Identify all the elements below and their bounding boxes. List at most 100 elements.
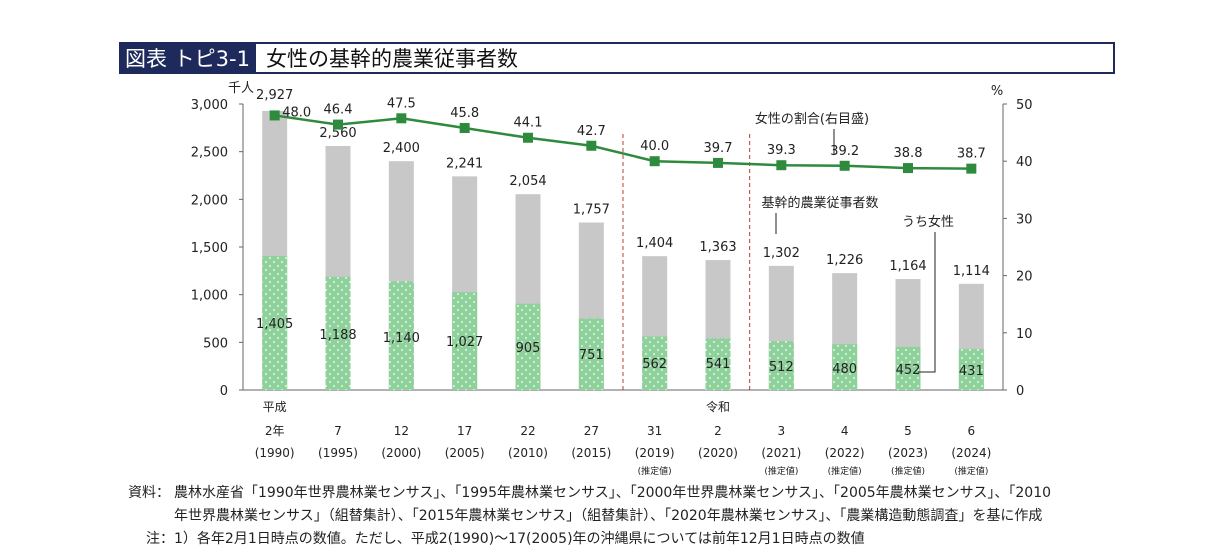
female-value-label: 905 [516,341,541,356]
total-value-label: 1,757 [573,202,610,217]
ratio-value-label: 39.7 [704,141,733,156]
ratio-marker [269,110,280,121]
ratio-marker [649,156,660,167]
source-key: 資料： [128,485,170,501]
ratio-value-label: 39.2 [830,144,859,159]
female-bar [325,276,351,390]
female-value-label: 751 [579,348,604,363]
left-tick-label: 1,500 [191,241,228,256]
source-line-1: 農林水産省「1990年世界農林業センサス」、「1995年農林業センサス」、「20… [174,485,1052,501]
female-bar [705,338,731,390]
x-western-year-label: (2019) [635,446,675,460]
total-value-label: 1,114 [953,264,990,279]
x-year-label: 22 [520,424,535,438]
ratio-value-label: 42.7 [577,124,606,139]
x-western-year-label: (2020) [698,446,738,460]
total-value-label: 2,400 [383,141,420,156]
figure-number: 図表 トピ3-1 [121,44,256,72]
ratio-marker [776,160,787,171]
x-western-year-label: (2015) [571,446,611,460]
ratio-marker [966,163,977,174]
female-bar [958,348,984,390]
total-value-label: 2,927 [256,88,293,103]
female-value-label: 541 [706,357,731,372]
total-series-label: 基幹的農業従事者数 [761,195,878,211]
ratio-marker [459,123,470,134]
x-estimate-note: (推定値) [638,465,672,477]
left-tick-label: 500 [203,336,228,351]
left-tick-label: 3,000 [191,98,228,113]
ratio-value-label: 48.0 [282,105,311,120]
female-bar [768,341,794,390]
right-tick-label: 30 [1016,212,1033,227]
right-axis-unit: % [991,84,1003,99]
x-year-label: 12 [394,424,409,438]
total-value-label: 1,226 [826,253,863,268]
right-tick-label: 40 [1016,155,1033,170]
ratio-line [274,114,972,170]
ratio-series-label: 女性の割合(右目盛) [755,111,869,127]
ratio-value-label: 39.3 [767,143,796,158]
female-bar [262,256,288,390]
figure-title: 女性の基幹的農業従事者数 [265,47,518,71]
ratio-marker [839,160,850,171]
left-tick-label: 2,500 [191,146,228,161]
female-value-label: 452 [896,363,921,378]
left-tick-label: 0 [220,384,228,399]
total-value-label: 1,404 [636,236,673,251]
x-year-label: 2 [714,424,722,438]
x-year-label: 3 [778,424,786,438]
female-bar [642,336,668,390]
x-year-label: 17 [457,424,472,438]
ratio-value-label: 38.8 [894,146,923,161]
total-value-label: 2,054 [509,174,546,189]
left-tick-label: 2,000 [191,193,228,208]
female-value-label: 1,027 [446,335,483,350]
left-axis-unit: 千人 [228,81,254,96]
note-line-1: 1）各年2月1日時点の数値。ただし、平成2(1990)～17(2005)年の沖縄… [174,531,865,547]
ratio-marker [333,119,343,130]
source-line-2: 年世界農林業センサス」（組替集計）、「2015年農林業センサス」（組替集計）、「… [174,508,1043,524]
female-bar [388,281,414,390]
notes: 資料： 農林水産省「1990年世界農林業センサス」、「1995年農林業センサス」… [128,482,1051,551]
female-value-label: 1,140 [383,331,420,346]
left-tick-label: 1,000 [191,289,228,304]
x-year-label: 7 [334,424,342,438]
ratio-marker [903,163,913,174]
female-bar [515,303,541,390]
chart-header: 図表 トピ3-1 女性の基幹的農業従事者数 [119,42,1115,74]
x-western-year-label: (2010) [508,446,548,460]
right-tick-label: 10 [1016,327,1033,342]
female-value-label: 562 [642,357,667,372]
ratio-marker [713,157,723,168]
x-western-year-label: (2021) [761,446,801,460]
x-western-year-label: (1990) [255,446,295,460]
footnote: 注： 1）各年2月1日時点の数値。ただし、平成2(1990)～17(2005)年… [128,528,1051,551]
x-western-year-label: (2000) [381,446,421,460]
ratio-marker [523,132,533,143]
x-year-label: 6 [968,424,976,438]
total-value-label: 2,560 [319,126,356,141]
female-value-label: 431 [959,364,984,379]
x-estimate-note: (推定値) [764,465,798,477]
ratio-marker [396,113,407,124]
female-value-label: 1,188 [319,328,356,343]
x-year-label: 2年 [265,424,285,438]
female-series-label: うち女性 [902,214,954,230]
female-leader-line [918,232,936,373]
female-value-label: 480 [832,362,857,377]
ratio-value-label: 44.1 [514,116,543,131]
x-western-year-label: (2023) [888,446,928,460]
ratio-value-label: 40.0 [640,139,669,154]
total-value-label: 1,363 [699,240,736,255]
x-western-year-label: (2024) [951,446,991,460]
source-note: 資料： 農林水産省「1990年世界農林業センサス」、「1995年農林業センサス」… [128,482,1051,505]
x-estimate-note: (推定値) [891,465,925,477]
x-year-label: 27 [584,424,599,438]
era-label: 平成 [263,400,287,414]
x-western-year-label: (2022) [825,446,865,460]
ratio-marker [586,140,597,151]
note-key: 注： [146,531,174,547]
era-label: 令和 [706,399,730,414]
